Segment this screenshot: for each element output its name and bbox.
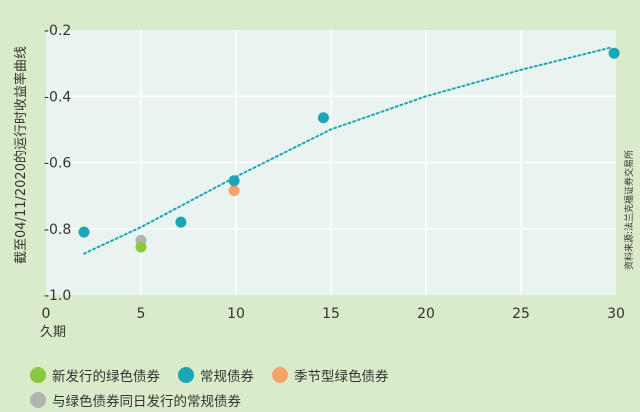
legend-row: 与绿色债券同日发行的常规债券	[30, 387, 630, 412]
x-tick-label: 15	[322, 306, 340, 322]
x-axis-ticks: 0 5 10 15 20 25 30	[42, 306, 625, 322]
data-points	[78, 47, 620, 253]
legend-item: 新发行的绿色债券	[30, 365, 160, 385]
y-axis-ticks: -0.2 -0.4 -0.6 -0.8 -1.0	[44, 23, 71, 304]
y-tick-label: -0.6	[44, 156, 71, 172]
data-point	[228, 185, 240, 197]
x-tick-label: 30	[607, 306, 625, 322]
legend-item: 常规债券	[178, 365, 254, 385]
yield-curve-chart: 0 5 10 15 20 25 30 -0.2 -0.4 -0.6 -0.8 -1.0 久期 截至0…	[13, 23, 635, 340]
source-note: 资料来源:法兰克福证券交易所	[623, 150, 635, 270]
legend-swatch	[30, 366, 46, 383]
y-tick-label: -0.8	[44, 222, 71, 238]
data-point	[228, 175, 240, 187]
legend-label: 常规债券	[200, 368, 254, 385]
data-point	[78, 226, 90, 238]
legend-swatch	[178, 366, 194, 383]
data-point	[175, 216, 187, 228]
legend-label: 季节型绿色债券	[294, 368, 389, 385]
gridlines	[46, 30, 616, 295]
data-point	[608, 47, 620, 59]
x-tick-label: 5	[137, 306, 146, 322]
legend-item: 季节型绿色债券	[272, 365, 389, 385]
y-axis-label: 截至04/11/2020的运行时收益率曲线	[13, 46, 29, 264]
legend: 新发行的绿色债券 常规债券 季节型绿色债券与绿色债券同日发行的常规债券	[30, 362, 630, 412]
data-point	[135, 241, 147, 253]
legend-item: 与绿色债券同日发行的常规债券	[30, 390, 241, 410]
x-tick-label: 0	[42, 306, 51, 322]
x-tick-label: 10	[227, 306, 245, 322]
legend-swatch	[30, 391, 46, 408]
trendline	[83, 46, 614, 255]
x-tick-label: 20	[417, 306, 435, 322]
y-tick-label: -1.0	[44, 288, 71, 304]
y-tick-label: -0.2	[44, 23, 71, 39]
x-tick-label: 25	[512, 306, 530, 322]
data-point	[317, 112, 329, 124]
legend-row: 新发行的绿色债券 常规债券 季节型绿色债券	[30, 362, 630, 387]
legend-swatch	[272, 366, 288, 383]
y-tick-label: -0.4	[44, 89, 71, 105]
legend-label: 与绿色债券同日发行的常规债券	[52, 393, 241, 410]
x-axis-label: 久期	[40, 325, 66, 340]
legend-label: 新发行的绿色债券	[52, 368, 160, 385]
